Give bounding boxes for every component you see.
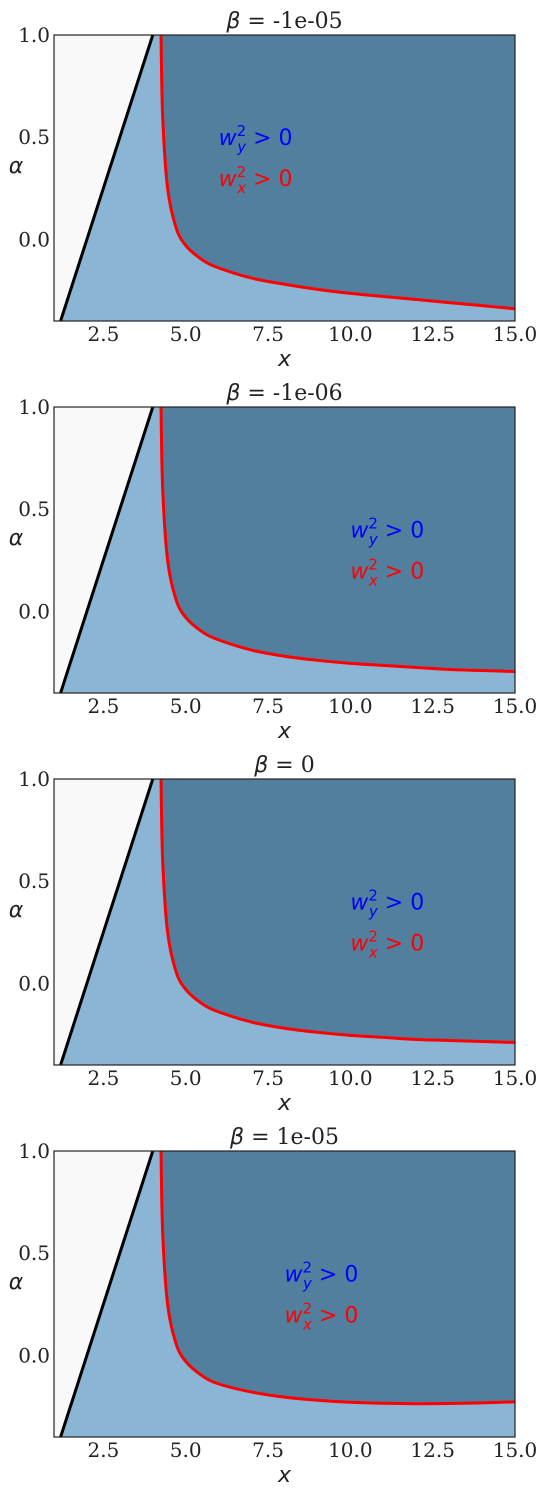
annotation-label: w2 x > 0 bbox=[350, 555, 424, 589]
x-tick-label: 2.5 bbox=[87, 1438, 119, 1462]
x-tick-label: 10.0 bbox=[328, 1066, 373, 1090]
plot-frame bbox=[53, 778, 516, 1066]
plot-frame bbox=[53, 34, 516, 322]
x-tick-label: 10.0 bbox=[328, 1438, 373, 1462]
chart-panel-3: w2 y > 0 w2 x > 0 2.5 5.0 7.5 10.0 12.5 15.0 0.0 0.… bbox=[9, 753, 538, 1116]
chart-panel-1: w2 y > 0 w2 x > 0 2.5 5.0 7.5 10.0 12.5 15.0 0.0 0.… bbox=[9, 9, 538, 372]
red-curve bbox=[159, 35, 515, 311]
x-axis-label: x bbox=[277, 719, 292, 744]
boundary-line bbox=[59, 1151, 155, 1437]
x-tick-label: 5.0 bbox=[170, 694, 202, 718]
annotation-label: w2 x > 0 bbox=[219, 163, 293, 197]
y-tick-label: 0.0 bbox=[18, 1343, 50, 1367]
red-curve bbox=[159, 779, 515, 1045]
x-tick-label: 12.5 bbox=[410, 1438, 455, 1462]
y-tick-label: 1.0 bbox=[18, 23, 50, 47]
plot-area bbox=[54, 779, 515, 1065]
x-axis-label: x bbox=[277, 1463, 292, 1488]
x-tick-label: 12.5 bbox=[410, 1066, 455, 1090]
x-tick-label: 15.0 bbox=[493, 694, 538, 718]
red-curve bbox=[159, 1151, 515, 1406]
annotation-label: w2 y > 0 bbox=[285, 1259, 359, 1293]
plot-frame bbox=[53, 1150, 516, 1438]
x-axis-label: x bbox=[277, 347, 292, 372]
annotation-label: w2 y > 0 bbox=[350, 887, 424, 921]
y-axis-label: α bbox=[9, 1270, 24, 1295]
plot-frame bbox=[53, 406, 516, 694]
x-tick-label: 5.0 bbox=[170, 1438, 202, 1462]
x-tick-label: 15.0 bbox=[493, 1066, 538, 1090]
x-tick-label: 15.0 bbox=[493, 1438, 538, 1462]
boundary-line bbox=[59, 779, 155, 1065]
plot-area bbox=[54, 407, 515, 693]
x-tick-label: 7.5 bbox=[252, 694, 284, 718]
annotation-label: w2 y > 0 bbox=[350, 515, 424, 549]
dark-region bbox=[161, 35, 515, 309]
x-tick-label: 2.5 bbox=[87, 1066, 119, 1090]
y-tick-label: 1.0 bbox=[18, 1139, 50, 1163]
y-tick-label: 0.5 bbox=[18, 1241, 50, 1265]
annotation-label: w2 x > 0 bbox=[285, 1299, 359, 1333]
y-tick-label: 1.0 bbox=[18, 395, 50, 419]
boundary-line bbox=[59, 407, 155, 693]
x-tick-label: 10.0 bbox=[328, 694, 373, 718]
plot-area bbox=[54, 35, 515, 321]
y-tick-label: 0.5 bbox=[18, 497, 50, 521]
y-tick-label: 1.0 bbox=[18, 767, 50, 791]
dark-region bbox=[161, 407, 515, 672]
chart-title: β = -1e-05 bbox=[225, 9, 342, 34]
chart-panel-2: w2 y > 0 w2 x > 0 2.5 5.0 7.5 10.0 12.5 15.0 0.0 0.… bbox=[9, 381, 538, 744]
x-tick-label: 7.5 bbox=[252, 1066, 284, 1090]
y-axis-label: α bbox=[9, 526, 24, 551]
plot-area bbox=[54, 1151, 515, 1437]
x-tick-label: 15.0 bbox=[493, 322, 538, 346]
chart-panel-4: w2 y > 0 w2 x > 0 2.5 5.0 7.5 10.0 12.5 15.0 0.0 0.… bbox=[9, 1125, 538, 1488]
x-tick-label: 12.5 bbox=[410, 694, 455, 718]
x-tick-label: 5.0 bbox=[170, 1066, 202, 1090]
y-tick-label: 0.0 bbox=[18, 599, 50, 623]
y-tick-label: 0.0 bbox=[18, 227, 50, 251]
red-curve bbox=[159, 407, 515, 674]
dark-region bbox=[161, 779, 515, 1043]
x-tick-label: 5.0 bbox=[170, 322, 202, 346]
chart-title: β = 0 bbox=[253, 753, 314, 778]
y-tick-label: 0.5 bbox=[18, 125, 50, 149]
x-tick-label: 12.5 bbox=[410, 322, 455, 346]
dark-region bbox=[161, 1151, 515, 1404]
x-tick-label: 7.5 bbox=[252, 322, 284, 346]
x-tick-label: 2.5 bbox=[87, 322, 119, 346]
y-tick-label: 0.5 bbox=[18, 869, 50, 893]
annotation-label: w2 y > 0 bbox=[219, 122, 293, 156]
x-tick-label: 10.0 bbox=[328, 322, 373, 346]
x-axis-label: x bbox=[277, 1091, 292, 1116]
chart-title: β = 1e-05 bbox=[229, 1125, 339, 1150]
chart-title: β = -1e-06 bbox=[225, 381, 342, 406]
y-axis-label: α bbox=[9, 898, 24, 923]
y-axis-label: α bbox=[9, 154, 24, 179]
y-tick-label: 0.0 bbox=[18, 971, 50, 995]
annotation-label: w2 x > 0 bbox=[350, 927, 424, 961]
x-tick-label: 2.5 bbox=[87, 694, 119, 718]
boundary-line bbox=[59, 35, 155, 321]
x-tick-label: 7.5 bbox=[252, 1438, 284, 1462]
